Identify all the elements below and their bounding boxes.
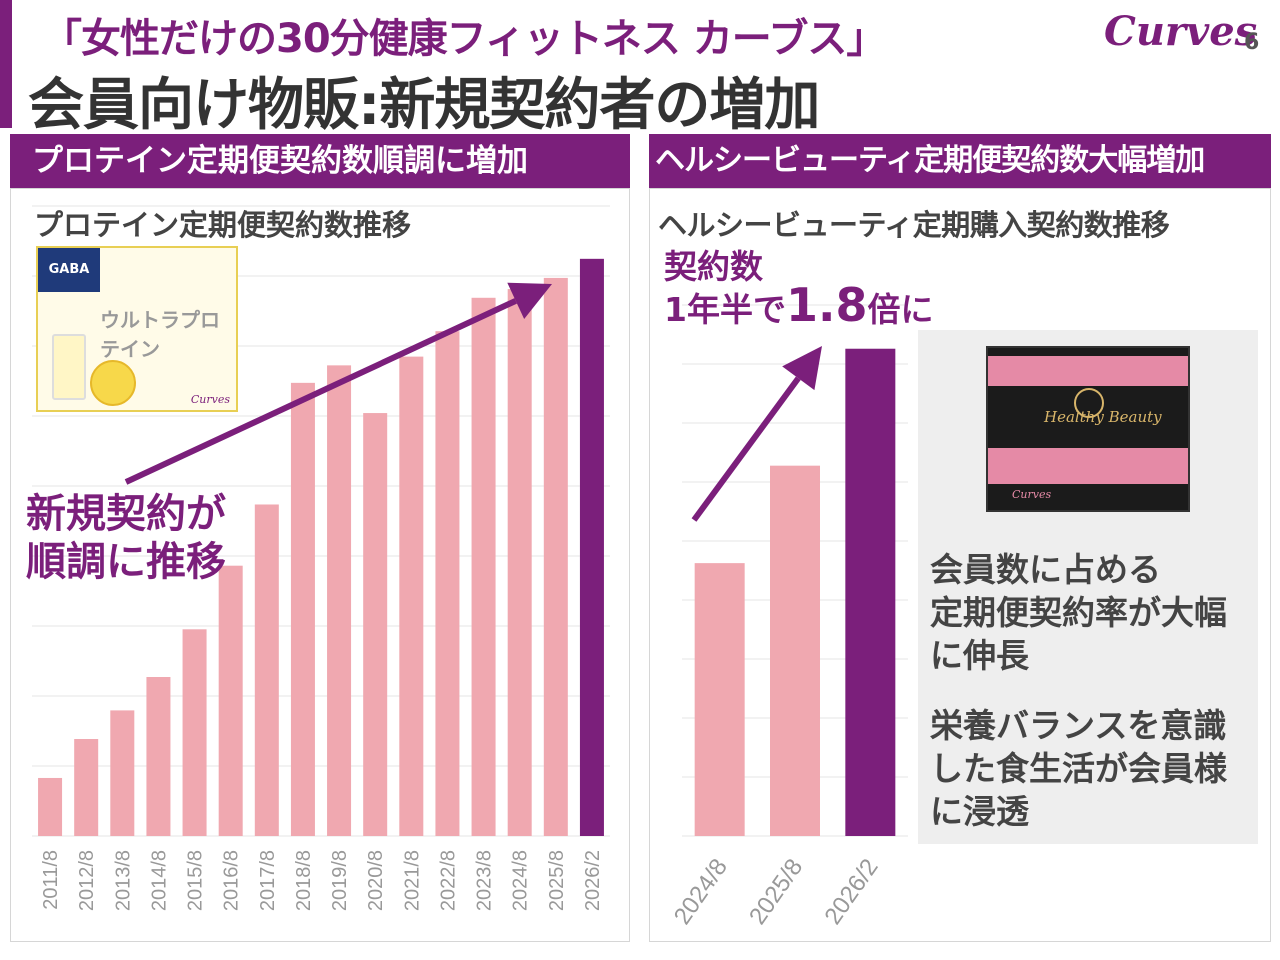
info-line: 定期便契約率が大幅: [930, 593, 1227, 632]
lemon-icon: [90, 360, 136, 406]
growth-suffix: 倍に: [867, 290, 934, 329]
bar-2020/8: [363, 413, 388, 836]
x-tick-label: 2026/2: [819, 854, 883, 930]
left-trend-arrow-shaft: [124, 298, 517, 485]
left-section-header: プロテイン定期便契約数順調に増加: [10, 134, 630, 188]
right-callout-title: 契約数: [664, 247, 763, 286]
left-chart-title: プロテイン定期便契約数推移: [34, 208, 412, 242]
x-tick-label: 2016/8: [221, 850, 243, 911]
x-tick-label: 2018/8: [293, 850, 315, 911]
bar-2015/8: [182, 629, 207, 836]
product-name: Healthy Beauty: [1044, 408, 1162, 426]
page-number: 6: [1244, 30, 1260, 55]
x-tick-label: 2026/2: [582, 850, 604, 911]
bar-2014/8: [146, 677, 171, 836]
bar-2023/8: [471, 297, 496, 836]
x-tick-label: 2024/8: [510, 850, 532, 911]
bar-2017/8: [254, 504, 279, 836]
protein-product-image: GABA ウルトラプロテイン Curves: [36, 246, 238, 412]
right-trend-arrow-shaft: [691, 376, 801, 522]
bar-2024/8: [694, 563, 745, 836]
glass-icon: [52, 334, 86, 400]
info-line: に浸透: [930, 792, 1029, 831]
x-tick-label: 2021/8: [401, 850, 423, 911]
slide-title: 会員向け物販:新規契約者の増加: [28, 73, 820, 138]
bar-2024/8: [507, 289, 532, 836]
tagline: 「女性だけの30分健康フィットネス カーブス」: [42, 16, 886, 62]
info-line: 栄養バランスを意識: [930, 706, 1227, 745]
x-tick-label: 2025/8: [546, 850, 568, 911]
product-name: ウルトラプロテイン: [100, 308, 220, 361]
title-accent-bar: [0, 0, 12, 128]
callout-line: 新規契約が: [26, 491, 226, 537]
x-tick-label: 2011/8: [40, 850, 62, 910]
growth-value: 1.8: [785, 278, 868, 332]
bar-2025/8: [543, 277, 568, 836]
x-tick-label: 2025/8: [744, 854, 808, 930]
product-band-bottom: [988, 448, 1188, 484]
left-trend-arrow-head: [507, 282, 552, 319]
bar-2026/2: [579, 258, 604, 837]
x-tick-label: 2017/8: [257, 850, 279, 911]
bar-2011/8: [38, 777, 63, 836]
left-panel: [10, 188, 630, 942]
callout-line: 順調に推移: [26, 539, 226, 585]
x-tick-label: 2024/8: [669, 854, 733, 930]
right-callout-growth: 1年半で1.8倍に: [664, 278, 933, 332]
x-tick-label: 2013/8: [112, 850, 134, 911]
right-panel: [649, 188, 1271, 942]
x-tick-label: 2014/8: [148, 850, 170, 911]
bar-2013/8: [110, 710, 135, 836]
right-chart-title: ヘルシービューティ定期購入契約数推移: [658, 208, 1170, 242]
product-logo: Curves: [1012, 488, 1052, 501]
info-line: 会員数に占める: [930, 550, 1161, 589]
emblem-icon: [1074, 388, 1104, 418]
product-logo: Curves: [190, 393, 230, 406]
bar-2025/8: [770, 465, 820, 836]
curves-logo: Curves: [1104, 8, 1258, 55]
product-band-top: [988, 356, 1188, 386]
info-line: した食生活が会員様: [930, 749, 1227, 788]
bar-2026/2: [845, 348, 896, 836]
info-text-contract-rate: 会員数に占める 定期便契約率が大幅 に伸長: [930, 548, 1227, 677]
bar-2016/8: [218, 565, 243, 836]
bar-2022/8: [435, 331, 460, 836]
healthy-beauty-product-image: Healthy Beauty Curves: [986, 346, 1190, 512]
x-tick-label: 2012/8: [76, 850, 98, 911]
growth-prefix: 1年半で: [664, 290, 786, 329]
x-tick-label: 2020/8: [365, 850, 387, 911]
right-section-header: ヘルシービューティ定期便契約数大幅増加: [649, 134, 1271, 188]
left-callout: 新規契約が 順調に推移: [26, 490, 226, 586]
bar-2021/8: [399, 356, 424, 836]
bar-2018/8: [290, 382, 315, 836]
bar-2012/8: [74, 739, 99, 836]
gaba-badge: GABA: [38, 248, 100, 292]
info-text-nutrition: 栄養バランスを意識 した食生活が会員様 に浸透: [930, 704, 1227, 833]
info-line: に伸長: [930, 636, 1029, 675]
x-tick-label: 2019/8: [329, 850, 351, 911]
x-tick-label: 2015/8: [185, 850, 207, 911]
x-tick-label: 2022/8: [437, 850, 459, 911]
x-tick-label: 2023/8: [474, 850, 496, 911]
right-trend-arrow-head: [782, 346, 822, 391]
bar-2019/8: [327, 365, 352, 836]
